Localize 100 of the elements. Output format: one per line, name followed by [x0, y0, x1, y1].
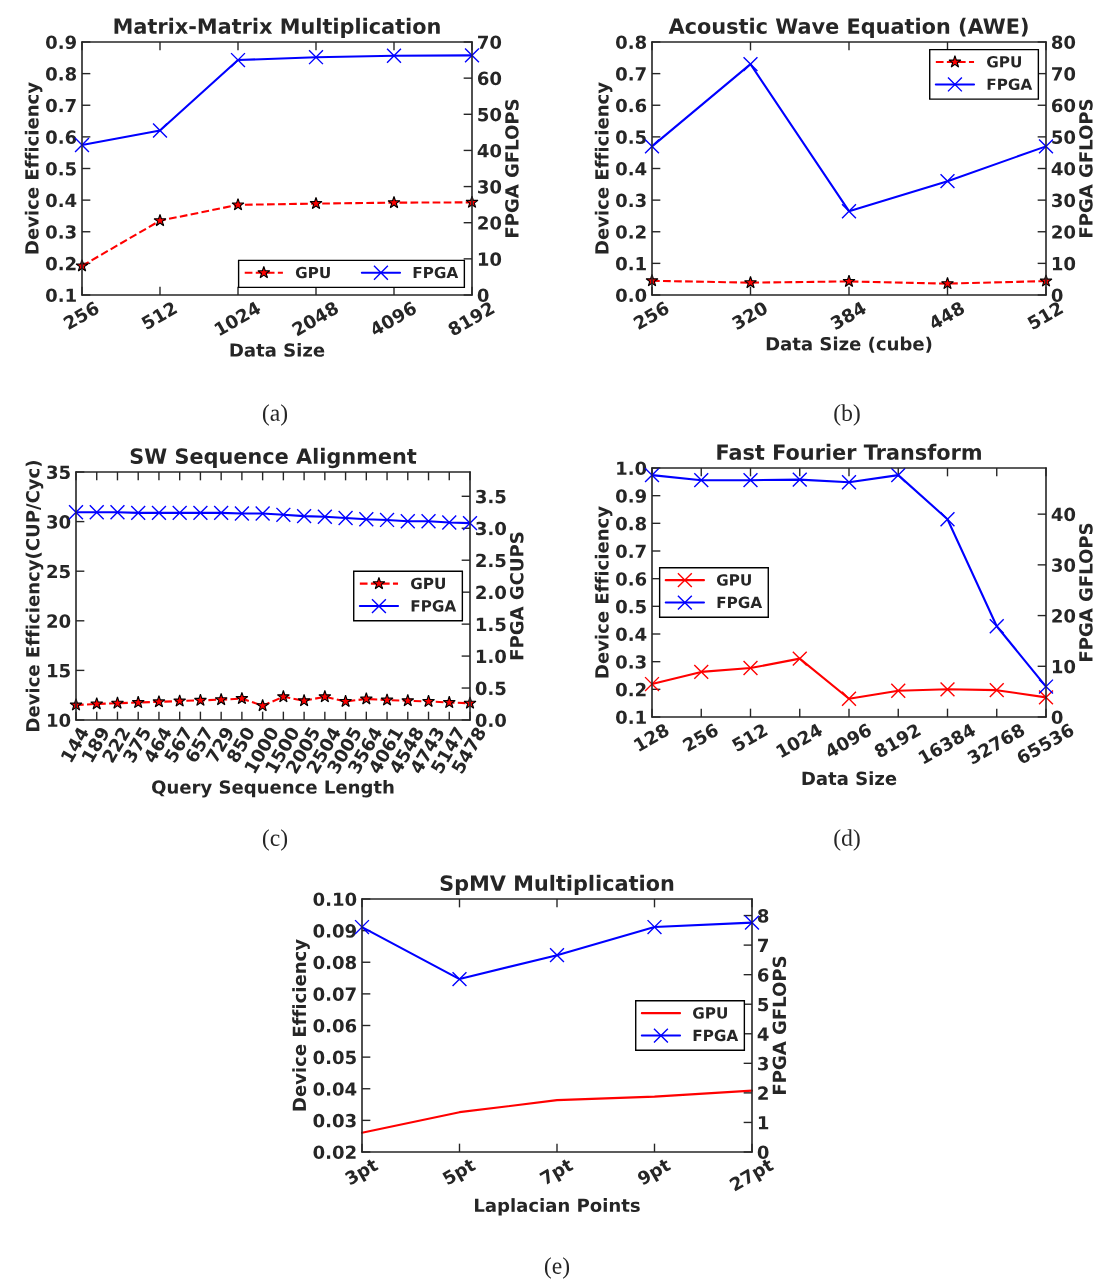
y-tick-label: 0.9: [46, 35, 76, 50]
y-tick-label: 0.7: [616, 67, 646, 81]
y2-tick-label: 10: [478, 252, 502, 266]
point: [308, 49, 324, 65]
point: [358, 511, 374, 527]
y2-tick-label: 10: [1052, 659, 1076, 674]
point: [693, 664, 709, 680]
y2-tick-label: 10: [1052, 256, 1076, 271]
y2-tick-label: 0.0: [475, 713, 506, 728]
point: [1038, 138, 1054, 155]
y-tick-label: 0.05: [313, 1050, 356, 1065]
point: [339, 694, 353, 708]
y-axis-title: Device Efficiency: [292, 939, 310, 1111]
y2-tick-label: 30: [478, 180, 502, 194]
y2-tick-label: 20: [478, 216, 502, 230]
y-tick-label: 0.8: [616, 516, 647, 531]
y-tick-label: 0.02: [313, 1145, 356, 1160]
y-tick-label: 0.8: [46, 67, 77, 81]
y-tick-label: 0.2: [616, 225, 646, 239]
point: [1038, 678, 1054, 695]
point: [275, 507, 292, 523]
point: [549, 947, 565, 963]
y2-tick-label: 50: [478, 107, 502, 122]
y2-tick-label: 50: [1052, 130, 1076, 144]
x-tick-label: 512: [140, 300, 178, 331]
y-tick-label: 0.1: [616, 710, 646, 725]
point: [742, 660, 759, 676]
y2-tick-label: 70: [1052, 67, 1076, 81]
x-tick-label: 512: [731, 722, 769, 753]
point: [841, 474, 857, 490]
y-tick-label: 0.10: [313, 892, 357, 907]
y-axis-title: Device Efficiency: [24, 82, 43, 254]
point: [939, 511, 956, 527]
y2-tick-label: 1: [758, 1116, 769, 1130]
point: [235, 691, 249, 705]
point: [152, 122, 168, 139]
y2-tick-label: 0: [477, 288, 489, 303]
point: [462, 515, 478, 531]
text: (b): [834, 404, 860, 426]
x-axis-title: Laplacian Points: [475, 1198, 640, 1216]
y2-tick-label: 40: [477, 143, 502, 158]
y-tick-label: 1.0: [617, 461, 647, 476]
legend-label: FPGA: [413, 266, 459, 279]
y-tick-label: 0.1: [616, 256, 646, 271]
y2-tick-label: 40: [1051, 507, 1076, 522]
point: [890, 467, 906, 483]
y2-axis-title: FPGA GFLOPS: [772, 956, 787, 1094]
y2-tick-label: 3: [758, 1056, 768, 1071]
point: [90, 697, 104, 710]
chart-title: Acoustic Wave Equation (AWE): [668, 17, 1028, 38]
x-axis-title: Data Size: [230, 342, 325, 357]
point: [989, 618, 1005, 634]
y-tick-label: 0.3: [616, 655, 646, 669]
y2-tick-label: 5: [758, 997, 769, 1012]
legend-label: GPU: [295, 266, 330, 279]
y-axis-title: Device Efficiency: [594, 506, 613, 678]
point: [234, 505, 250, 522]
y-tick-label: 35: [47, 465, 70, 480]
point: [841, 203, 857, 219]
y2-tick-label: 20: [1052, 609, 1076, 623]
y2-axis-title: FPGA GCUPS: [509, 532, 524, 660]
y-axis-title: Device Efficiency(CUP/Cyc): [25, 461, 44, 731]
point: [400, 513, 416, 529]
point: [214, 692, 228, 706]
point: [309, 196, 323, 210]
point: [89, 504, 105, 520]
y-tick-label: 0.0: [616, 288, 647, 303]
y2-tick-label: 4: [757, 1027, 769, 1041]
y2-tick-label: 40: [1051, 161, 1076, 176]
y2-tick-label: 0: [1051, 288, 1063, 303]
x-tick-label: 9pt: [636, 1157, 674, 1189]
point: [254, 505, 271, 522]
y-tick-label: 0.2: [46, 256, 76, 271]
point: [354, 919, 370, 935]
x-tick-label: 7pt: [539, 1157, 576, 1189]
point: [387, 195, 401, 209]
legend-label: GPU: [693, 1007, 727, 1019]
line-series: [360, 1089, 754, 1134]
y-tick-label: 25: [47, 564, 70, 579]
point: [110, 696, 124, 709]
y2-axis-title: FPGA GFLOPS: [505, 99, 519, 237]
y-tick-label: 0.03: [313, 1113, 356, 1128]
point: [192, 505, 209, 521]
y-tick-label: 0.5: [616, 130, 646, 144]
y-tick-label: 0.09: [313, 924, 356, 938]
point: [230, 52, 246, 68]
point: [742, 472, 759, 488]
y-tick-label: 0.07: [313, 987, 356, 1001]
x-axis-title: Query Sequence Length: [152, 779, 394, 798]
y2-tick-label: 1.5: [476, 617, 506, 632]
point: [420, 513, 437, 529]
legend-label: FPGA: [693, 1029, 739, 1042]
y-tick-label: 0.3: [46, 225, 76, 239]
point: [646, 919, 663, 935]
point: [939, 681, 956, 697]
y2-tick-label: 1.0: [476, 649, 506, 664]
point: [841, 691, 857, 707]
point: [422, 694, 436, 708]
point: [939, 173, 956, 189]
y2-axis-title: FPGA GFLOPS: [1079, 99, 1093, 237]
